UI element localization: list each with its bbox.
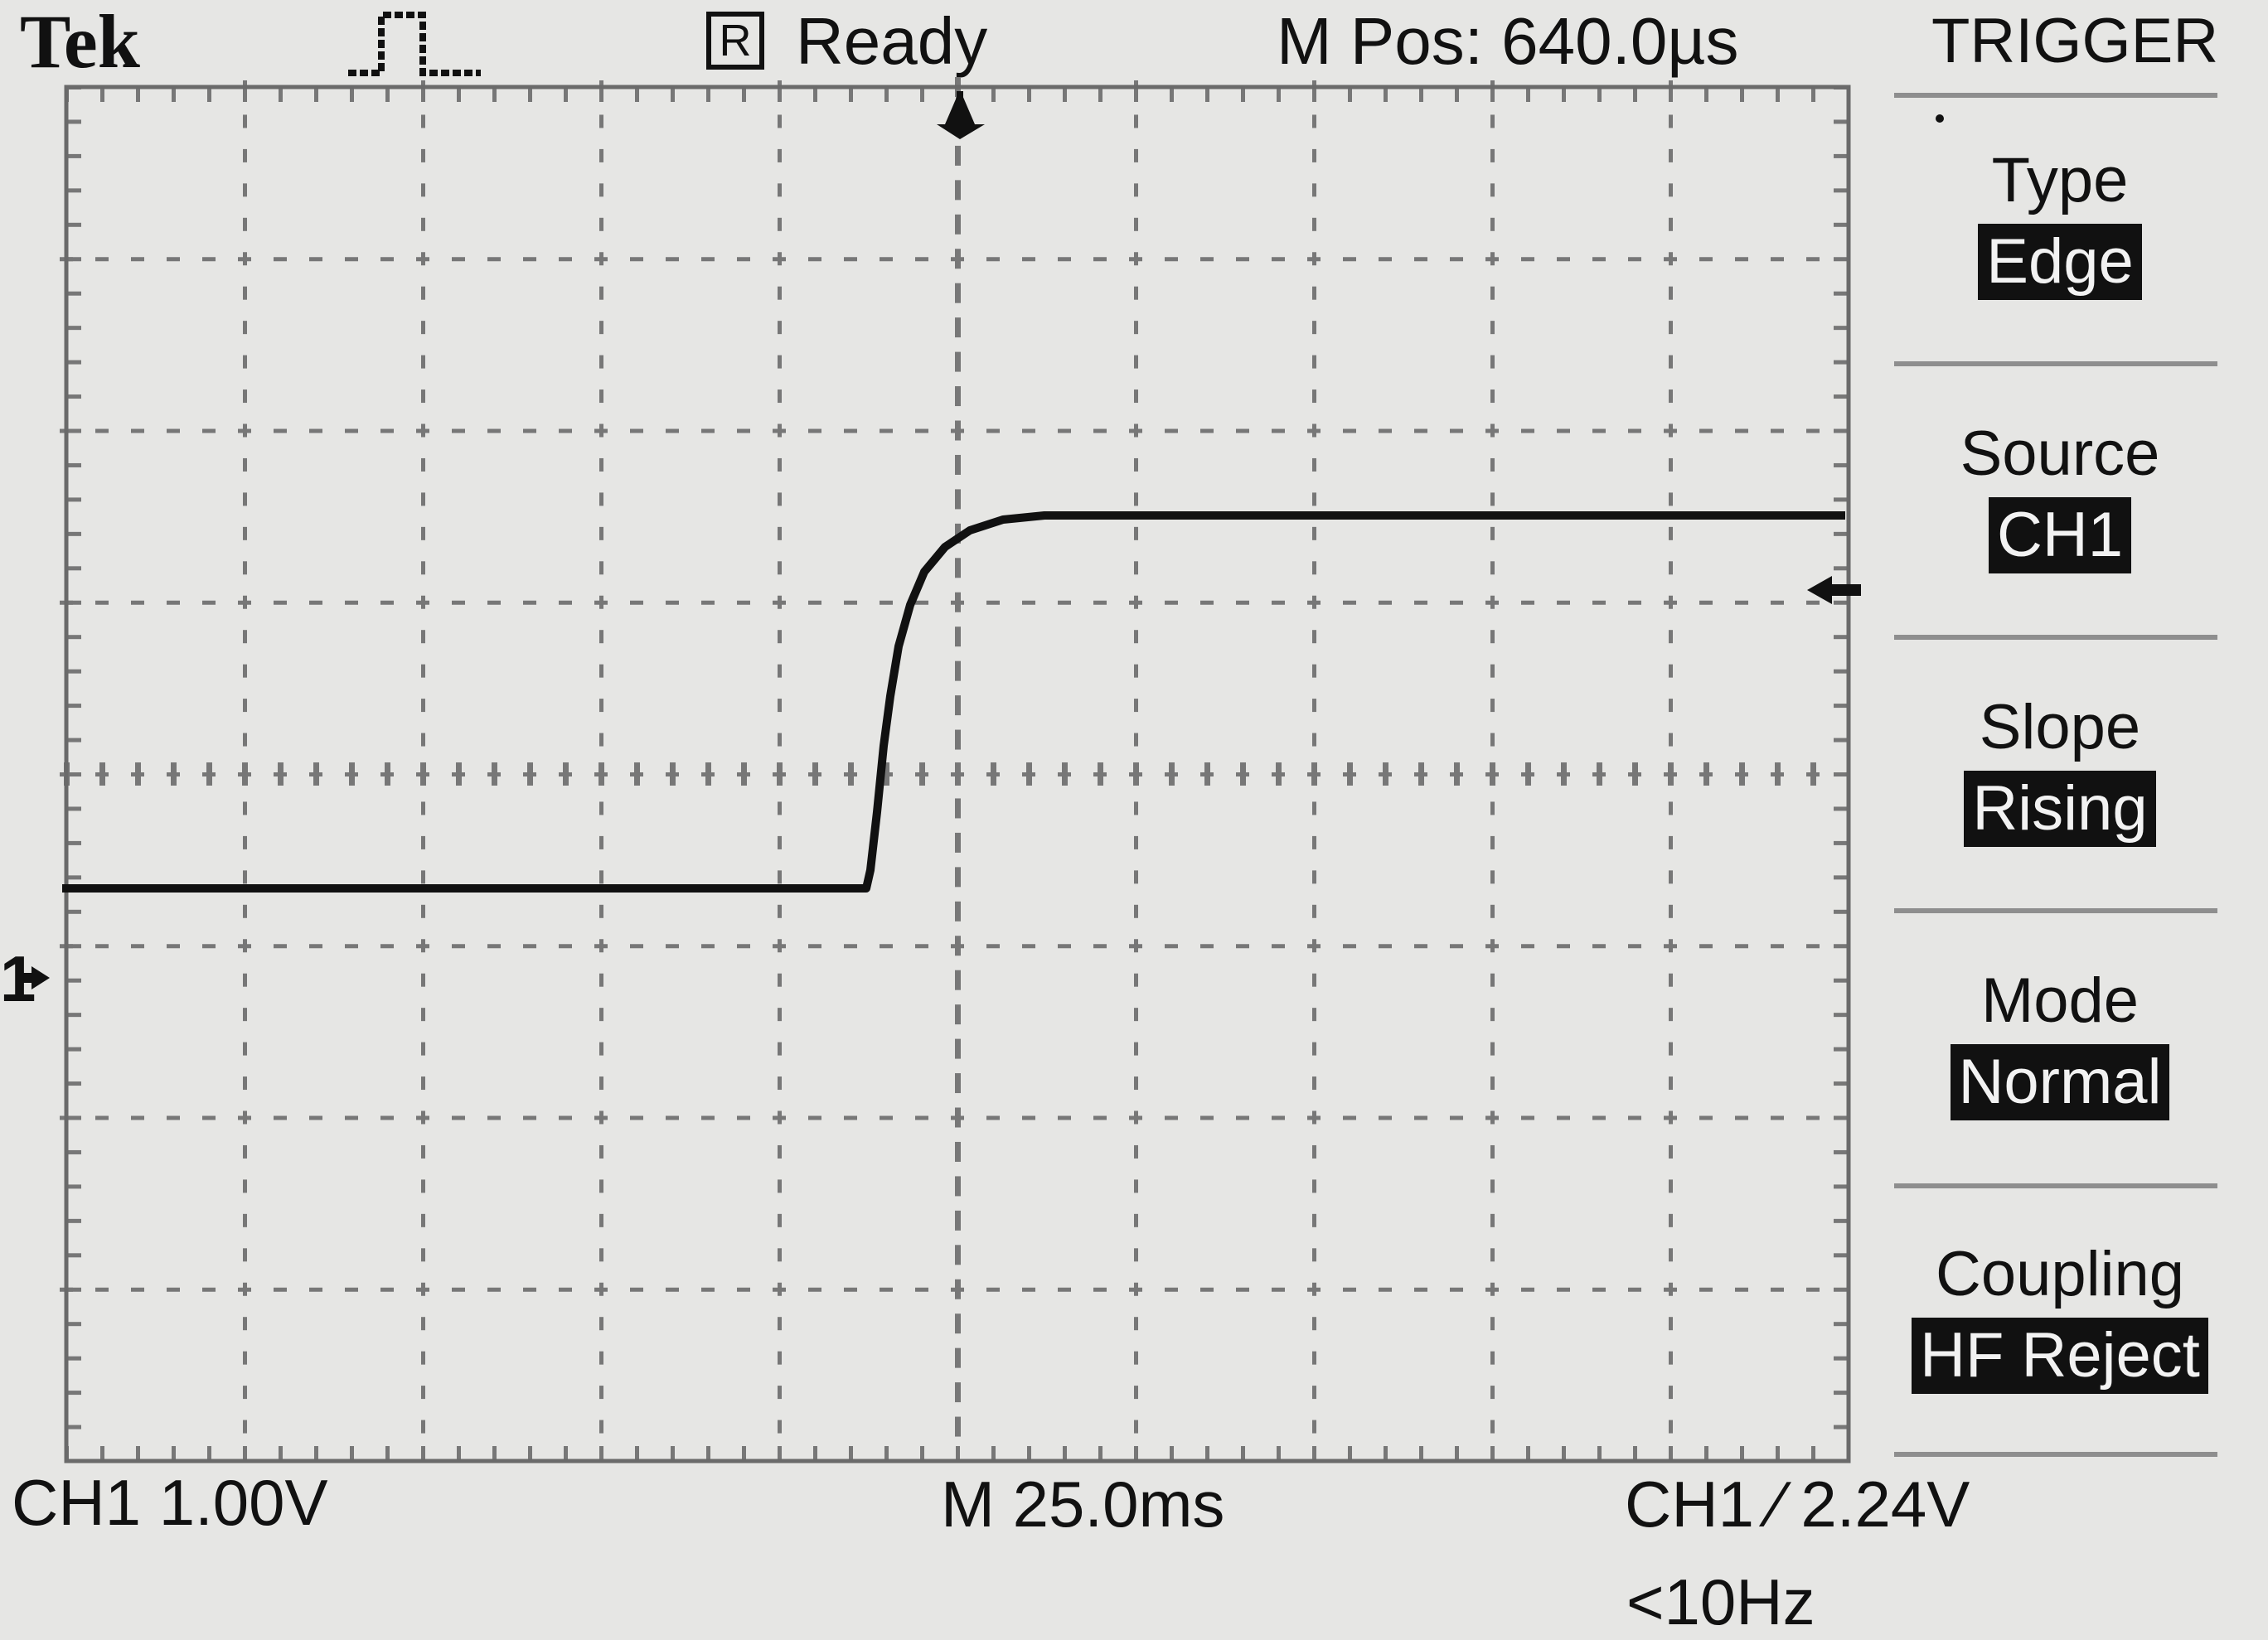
menu-item-coupling[interactable]: Coupling HF Reject: [1907, 1235, 2213, 1394]
menu-indicator-dot: [1936, 114, 1944, 123]
horizontal-position-readout: M Pos: 640.0µs: [1277, 4, 1739, 78]
trigger-frequency-readout: <10Hz: [1626, 1565, 1815, 1638]
menu-item-value: Rising: [1964, 771, 2156, 847]
brand-logo: Tek: [20, 0, 140, 84]
channel-1-marker: 1: [0, 942, 36, 1015]
ch1-waveform-trace: [62, 511, 1845, 893]
menu-separator: [1894, 908, 2217, 913]
menu-item-label: Source: [1960, 418, 2160, 489]
menu-separator: [1894, 1183, 2217, 1188]
graticule-border: [64, 85, 1851, 1463]
menu-item-value: Normal: [1950, 1044, 2170, 1120]
right-arrow-icon: [17, 966, 50, 989]
menu-item-label: Mode: [1980, 965, 2140, 1036]
menu-item-slope[interactable]: Slope Rising: [1907, 688, 2213, 847]
menu-separator: [1894, 361, 2217, 366]
menu-item-value: HF Reject: [1912, 1318, 2208, 1394]
run-state-indicator: R: [706, 12, 764, 70]
graticule-grid: [60, 77, 1849, 1461]
menu-item-label: Coupling: [1936, 1239, 2184, 1309]
timebase-readout: M 25.0ms: [941, 1468, 1225, 1541]
menu-item-label: Type: [1991, 145, 2129, 215]
menu-item-source[interactable]: Source CH1: [1907, 414, 2213, 573]
trigger-level-readout: CH1 ∕ 2.24V: [1625, 1468, 1970, 1541]
left-arrow-icon: [1807, 576, 1861, 604]
menu-item-label: Slope: [1979, 692, 2141, 762]
menu-item-type[interactable]: Type Edge: [1907, 141, 2213, 300]
menu-separator: [1894, 93, 2217, 98]
menu-item-value: Edge: [1978, 224, 2142, 300]
menu-separator: [1894, 1452, 2217, 1457]
menu-item-value: CH1: [1988, 497, 2132, 573]
channel-scale-readout: CH1 1.00V: [12, 1466, 328, 1539]
menu-title: TRIGGER: [1931, 6, 2219, 76]
menu-item-mode[interactable]: Mode Normal: [1907, 961, 2213, 1120]
acquisition-status: Ready: [796, 4, 988, 78]
menu-separator: [1894, 635, 2217, 640]
pulse-waveform-icon: [348, 12, 481, 76]
